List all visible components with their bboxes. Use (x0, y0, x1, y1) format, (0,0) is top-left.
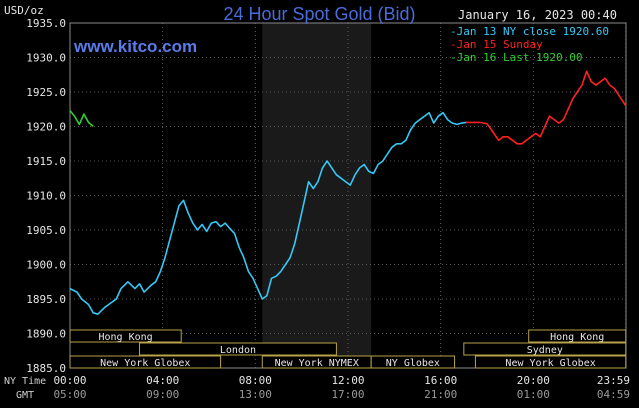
session-box (139, 342, 337, 356)
x-tick-label-ny: 04:00 (146, 374, 179, 387)
y-tick-label: 1905.0 (26, 224, 66, 237)
series-line (69, 110, 94, 128)
session-box (528, 329, 627, 343)
price-series (69, 70, 627, 315)
x-tick-label-gmt: 13:00 (239, 388, 272, 401)
x-tick-label-ny: 08:00 (239, 374, 272, 387)
y-tick-label: 1925.0 (26, 86, 66, 99)
y-tick-labels: 1885.0 1890.0 1895.0 1900.0 1905.0 1910.0 1915… (26, 17, 66, 375)
session-bar: New York Globex (69, 355, 222, 369)
series-line (69, 111, 467, 315)
chart-datetime: January 16, 2023 00:40 (458, 8, 617, 22)
session-label: New York NYMEX (275, 358, 359, 369)
session-box (474, 355, 627, 369)
legend-bullet: - (450, 38, 457, 51)
x-tick-label-ny: 20:00 (517, 374, 550, 387)
session-label: New York Globex (100, 358, 190, 369)
x-tick-label-gmt: 17:00 (331, 388, 364, 401)
nymex-shaded-region (262, 23, 372, 368)
legend-item-sunday: -Jan 15 Sunday (450, 38, 543, 51)
x-tick-label-gmt: 01:00 (517, 388, 550, 401)
session-box (69, 355, 222, 369)
x-tick-label-gmt: 04:59 (597, 388, 630, 401)
session-label: NY Globex (386, 358, 440, 369)
legend-bullet: - (450, 51, 457, 64)
legend-item-last: -Jan 16 Last 1920.00 (450, 51, 582, 64)
series-line (466, 70, 627, 145)
y-tick-label: 1915.0 (26, 155, 66, 168)
legend-label: Jan 16 Last 1920.00 (456, 51, 583, 64)
session-box (463, 342, 627, 356)
session-label: Hong Kong (99, 332, 153, 343)
session-bar: London (139, 342, 337, 356)
x-tick-label-ny: 12:00 (331, 374, 364, 387)
session-label: New York Globex (505, 358, 595, 369)
legend-label: Jan 13 NY close 1920.60 (456, 25, 609, 38)
brand-link[interactable]: www.kitco.com (74, 37, 198, 56)
y-tick-label: 1895.0 (26, 293, 66, 306)
y-tick-label: 1935.0 (26, 17, 66, 30)
x-tick-label-gmt: 21:00 (424, 388, 457, 401)
legend-item-ny-close: -Jan 13 NY close 1920.60 (450, 25, 609, 38)
session-label: London (220, 345, 256, 356)
y-tick-label: 1910.0 (26, 190, 66, 203)
x-tick-label-gmt: 09:00 (146, 388, 179, 401)
x-tick-label-ny: 23:59 (597, 374, 630, 387)
y-axis-units: USD/oz (4, 4, 44, 17)
session-bar: New York Globex (474, 355, 627, 369)
y-tick-label: 1930.0 (26, 52, 66, 65)
session-bar: Sydney (463, 342, 627, 356)
session-bar: Hong Kong (69, 329, 182, 343)
session-bar: NY Globex (370, 355, 456, 369)
session-label: Hong Kong (550, 332, 604, 343)
y-tick-label: 1920.0 (26, 121, 66, 134)
session-box (69, 329, 182, 343)
y-tick-label: 1890.0 (26, 328, 66, 341)
trading-sessions: Hong Kong Hong Kong London Sydney New York G… (69, 329, 627, 369)
legend-label: Jan 15 Sunday (456, 38, 543, 51)
y-tick-label: 1900.0 (26, 259, 66, 272)
x-tick-label-gmt: 05:00 (53, 388, 86, 401)
chart-title: 24 Hour Spot Gold (Bid) (223, 4, 416, 24)
legend-bullet: - (450, 25, 457, 38)
session-label: Sydney (527, 345, 563, 356)
y-tick-label: 1885.0 (26, 362, 66, 375)
x-tick-label-ny: 16:00 (424, 374, 457, 387)
session-bar: New York NYMEX (261, 355, 372, 369)
session-box (370, 355, 456, 369)
session-bar: Hong Kong (528, 329, 627, 343)
x-tick-label-ny: 00:00 (53, 374, 86, 387)
gmt-label: GMT (16, 390, 35, 401)
ny-time-label: NY Time (4, 376, 47, 387)
